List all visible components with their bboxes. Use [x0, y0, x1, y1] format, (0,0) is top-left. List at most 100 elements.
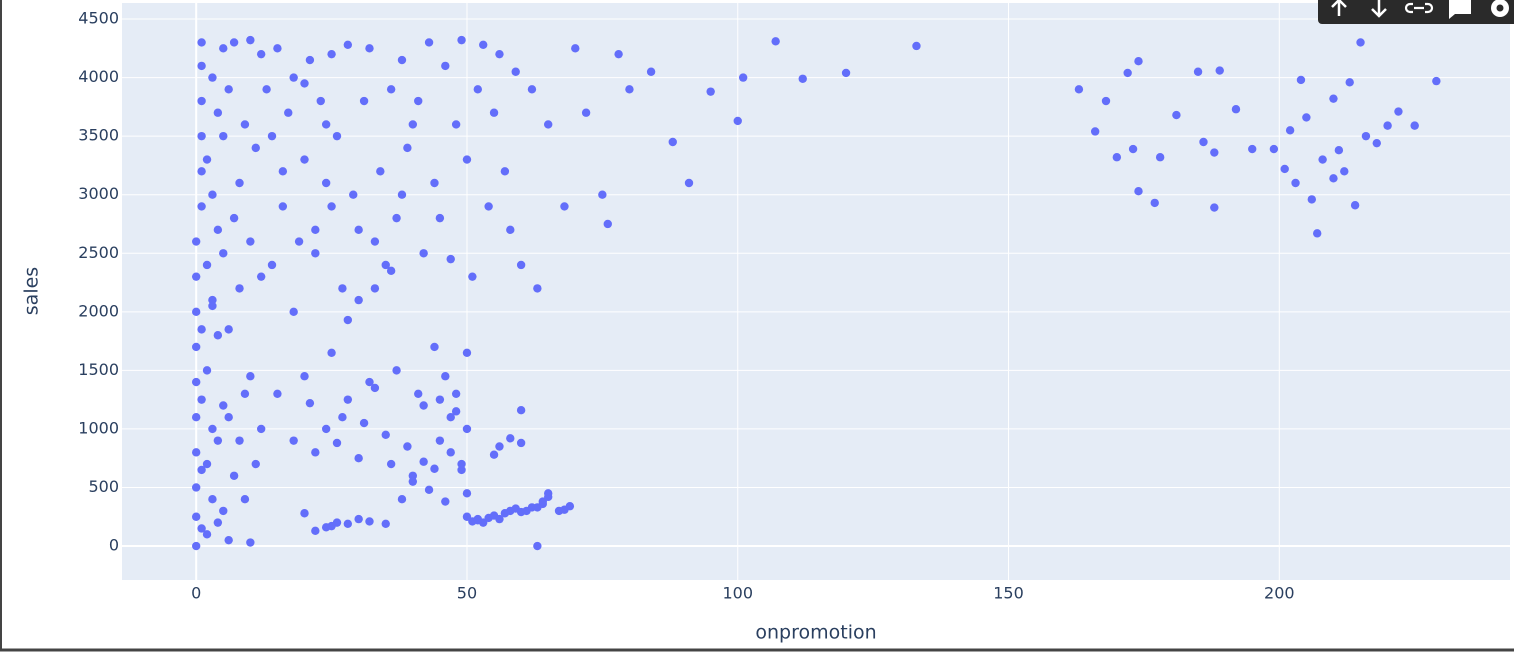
point [370, 284, 380, 293]
point [376, 167, 385, 176]
point [1285, 126, 1295, 135]
point [311, 225, 320, 235]
modebar-bg [1318, 0, 1514, 24]
point [1361, 131, 1371, 141]
point [1210, 203, 1219, 212]
point [256, 424, 266, 434]
point [614, 49, 623, 59]
point [311, 526, 320, 536]
point [419, 249, 428, 258]
point [235, 178, 244, 188]
point [506, 434, 515, 443]
y-tick-label: 500 [88, 477, 119, 496]
point [462, 512, 472, 521]
point [278, 202, 288, 211]
point [191, 541, 201, 551]
point [1356, 38, 1365, 47]
point [451, 407, 461, 416]
point [251, 143, 260, 153]
point [386, 459, 396, 469]
point [462, 348, 472, 358]
point [571, 44, 580, 53]
point [544, 492, 553, 502]
y-tick-label: 2500 [78, 243, 119, 262]
point [1112, 153, 1122, 162]
point [365, 517, 374, 526]
point [462, 155, 472, 164]
point [544, 120, 553, 129]
modebar-settings-hole [1496, 4, 1504, 12]
point [646, 67, 656, 76]
point [300, 509, 309, 518]
point [1291, 178, 1300, 188]
point [414, 96, 423, 106]
point [267, 131, 277, 141]
y-tick-label: 0 [109, 536, 119, 555]
point [457, 465, 466, 475]
point [229, 471, 239, 480]
point [300, 372, 309, 381]
point [468, 272, 477, 281]
point [516, 260, 526, 270]
point [1150, 198, 1159, 208]
point [538, 497, 547, 506]
point [289, 307, 298, 317]
point [273, 44, 282, 53]
point [446, 413, 455, 422]
point [565, 502, 575, 511]
modebar-link[interactable] [1404, 2, 1434, 14]
point [191, 237, 201, 246]
x-tick-label: 100 [722, 584, 753, 603]
point [300, 155, 309, 164]
point [235, 284, 244, 293]
point [327, 202, 336, 211]
point [273, 389, 282, 398]
x-axis-title: onpromotion [755, 622, 876, 644]
modebar-comment[interactable] [1449, 0, 1471, 19]
point [202, 459, 212, 469]
point [213, 108, 223, 117]
point [208, 301, 217, 311]
modebar[interactable] [1318, 0, 1514, 24]
point [489, 108, 499, 117]
point [581, 108, 591, 117]
y-tick-label: 1000 [78, 418, 119, 437]
point [343, 40, 353, 50]
point [240, 120, 250, 129]
point [332, 131, 342, 141]
point [354, 225, 363, 235]
point [191, 413, 201, 422]
point [392, 213, 401, 223]
point [235, 436, 244, 445]
point [246, 35, 255, 45]
point [202, 366, 212, 375]
point [397, 190, 407, 199]
point [1313, 229, 1322, 238]
point [386, 266, 396, 276]
point [191, 307, 201, 317]
point [1334, 146, 1344, 155]
point [208, 494, 217, 504]
point [332, 518, 342, 527]
point [1302, 113, 1311, 122]
point [197, 96, 206, 106]
point [213, 331, 223, 340]
point [1345, 78, 1354, 87]
point [240, 389, 250, 398]
point [397, 55, 407, 65]
point [1410, 121, 1419, 130]
point [1101, 96, 1111, 106]
point [191, 483, 201, 492]
point [397, 494, 407, 504]
point [381, 260, 390, 270]
point [1280, 164, 1289, 174]
point [798, 74, 807, 83]
y-tick-label: 1500 [78, 360, 119, 379]
point [1215, 66, 1224, 75]
point [430, 464, 439, 473]
modebar-up[interactable] [1331, 0, 1347, 16]
point [408, 471, 418, 480]
modebar-down[interactable] [1371, 0, 1387, 18]
point [327, 348, 336, 358]
point [435, 395, 445, 404]
